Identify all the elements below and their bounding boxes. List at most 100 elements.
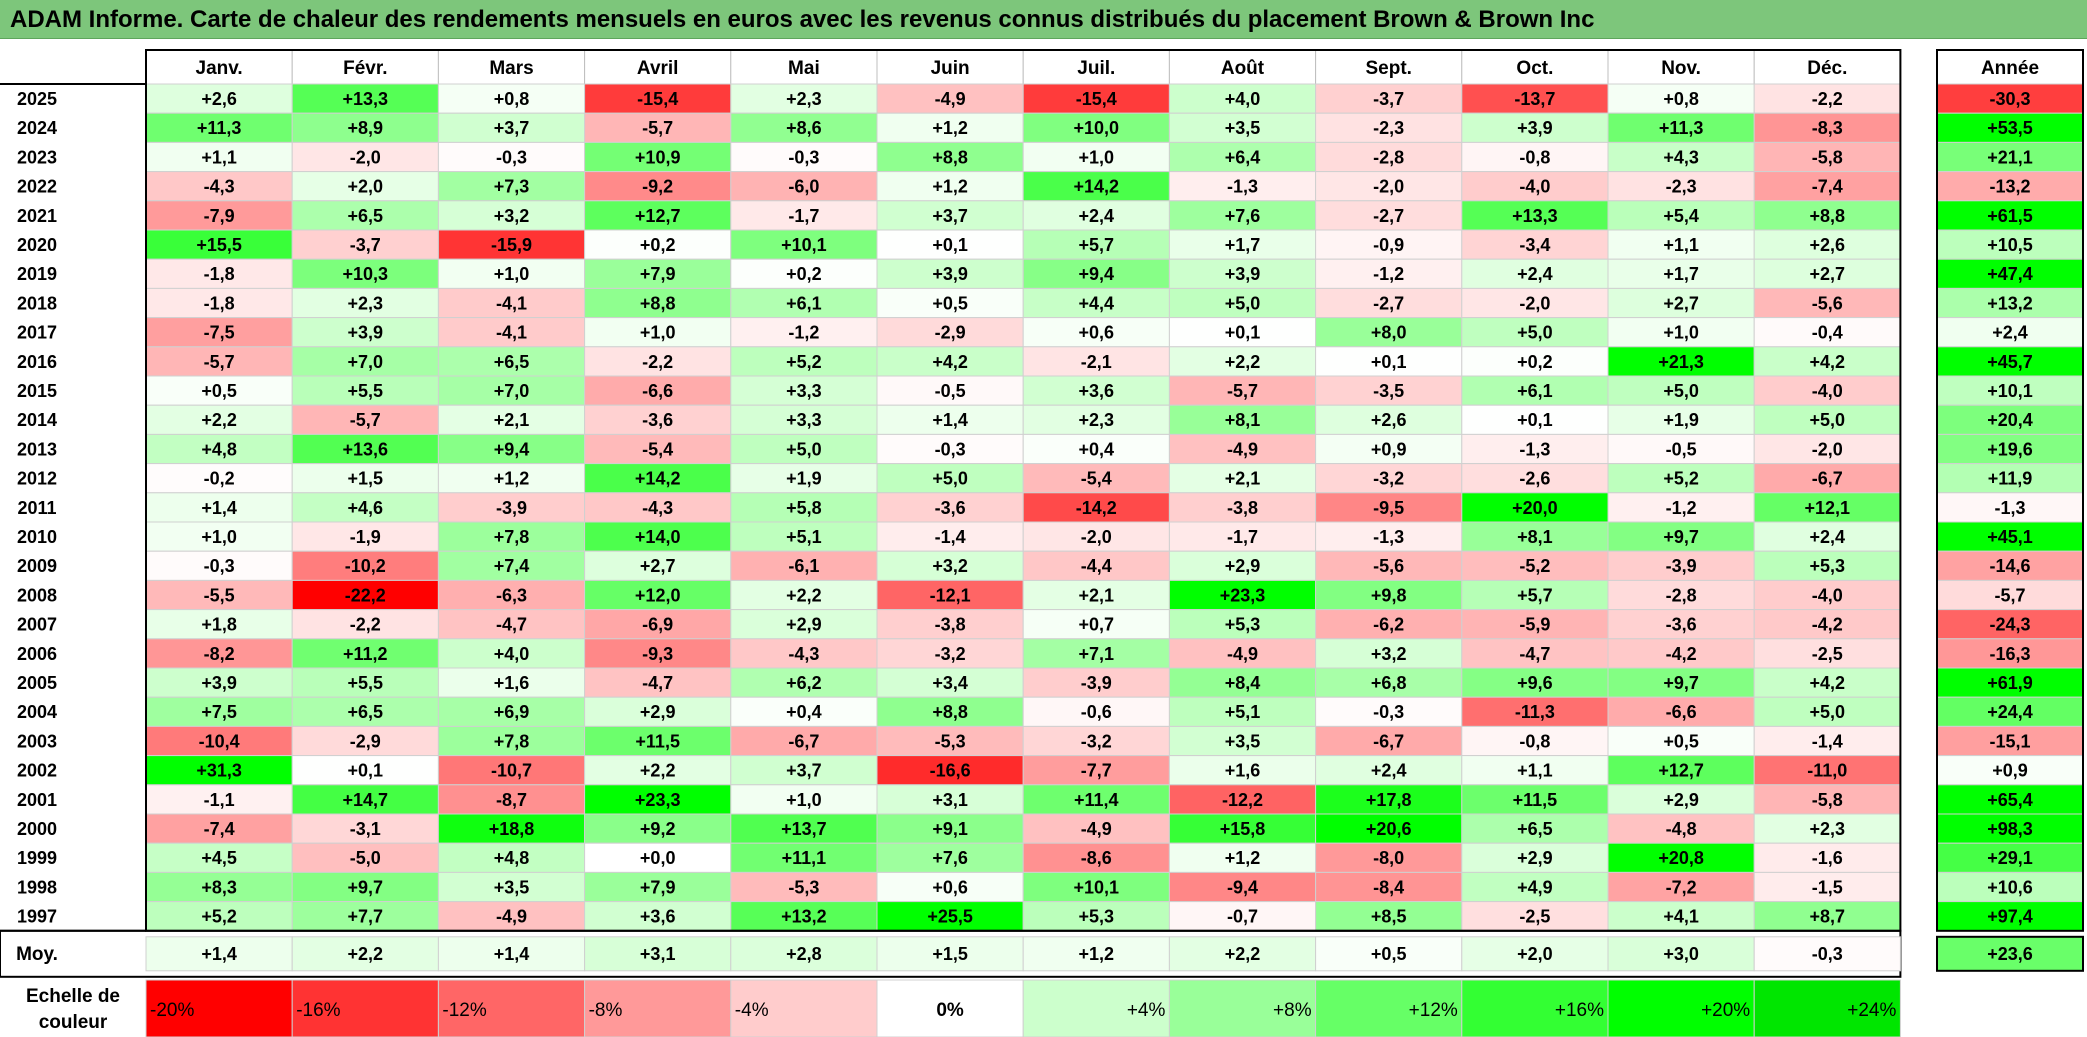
average-annual-value: +23,6 [1987, 944, 2033, 964]
heatmap-cell [437, 433, 586, 465]
heatmap-cell [730, 463, 878, 494]
cell-value: +5,3 [1225, 615, 1261, 635]
heatmap-cell [1168, 725, 1317, 757]
month-header-cell [730, 49, 878, 85]
cell-value: +3,5 [494, 877, 530, 897]
cell-value: +9,7 [348, 877, 384, 897]
cell-value: +9,4 [494, 439, 530, 459]
heatmap-cell [145, 83, 293, 114]
cell-value: +9,6 [1517, 673, 1553, 693]
heatmap-cell [1168, 229, 1317, 260]
heatmap-cell [584, 842, 732, 873]
scale-step-label: +12% [1409, 1000, 1458, 1021]
cell-value: +8,7 [1810, 907, 1846, 927]
cell-value: -15,4 [637, 89, 678, 109]
cell-value: +11,5 [635, 731, 680, 751]
cell-value: +4,1 [1663, 907, 1699, 927]
heatmap-cell [1315, 375, 1463, 406]
cell-value: -22,2 [345, 585, 386, 605]
cell-value: -15,9 [491, 235, 532, 255]
heatmap-cell [1607, 317, 1755, 348]
cell-value: +1,7 [1225, 235, 1261, 255]
heatmap-cell [1607, 755, 1755, 786]
month-header: Août [1221, 58, 1265, 79]
cell-value: -5,0 [350, 848, 381, 868]
heatmap-cell [730, 200, 878, 231]
cell-value: +6,5 [348, 702, 384, 722]
cell-value: +5,7 [1517, 585, 1553, 605]
cell-value: +4,2 [1810, 352, 1846, 372]
cell-value: -1,4 [1812, 731, 1843, 751]
heatmap-cell [1753, 171, 1901, 202]
heatmap-cell [145, 375, 293, 406]
cell-value: +1,0 [1663, 323, 1699, 343]
heatmap-cell [291, 725, 439, 757]
average-annual-cell [1936, 935, 2084, 972]
annual-value: -16,3 [1989, 644, 2030, 664]
annual-header: Année [1981, 58, 2039, 79]
cell-value: +4,6 [348, 498, 384, 518]
cell-value: +2,2 [640, 761, 676, 781]
cell-value: +0,5 [932, 293, 968, 313]
cell-value: +20,6 [1366, 819, 1412, 839]
cell-value: +0,5 [1663, 731, 1699, 751]
scale-label-line1: Echelle de [26, 986, 120, 1007]
heatmap-cell [291, 433, 439, 465]
heatmap-cell [145, 550, 293, 581]
annual-cell [1936, 346, 2084, 377]
heatmap-cell [437, 463, 586, 494]
cell-value: +3,1 [932, 790, 968, 810]
month-header: Janv. [196, 58, 243, 79]
cell-value: -6,6 [1666, 702, 1697, 722]
annual-value: +65,4 [1987, 790, 2033, 810]
cell-value: +9,4 [1079, 264, 1115, 284]
cell-value: +8,8 [640, 293, 676, 313]
annual-cell [1936, 83, 2084, 114]
heatmap-cell [876, 171, 1024, 202]
cell-value: -5,5 [204, 585, 235, 605]
cell-value: +0,2 [1517, 352, 1553, 372]
average-value: +2,2 [348, 944, 384, 964]
average-cell [1753, 936, 1901, 972]
average-value: +3,1 [640, 944, 676, 964]
average-value: +1,4 [494, 944, 530, 964]
cell-value: -4,3 [642, 498, 673, 518]
heatmap-cell [145, 317, 293, 348]
cell-value: -2,8 [1373, 147, 1404, 167]
cell-value: +17,8 [1366, 790, 1412, 810]
cell-value: +1,1 [1517, 761, 1553, 781]
cell-value: +0,5 [201, 381, 237, 401]
scale-swatch [1753, 979, 1901, 1037]
cell-value: +5,1 [1225, 702, 1261, 722]
heatmap-cell [145, 200, 293, 231]
heatmap-cell [1607, 784, 1755, 815]
scale-step-label: +24% [1847, 1000, 1896, 1021]
heatmap-cell [145, 141, 293, 173]
average-value: +0,5 [1371, 944, 1407, 964]
cell-value: -4,2 [1812, 615, 1843, 635]
heatmap-cell [145, 901, 293, 932]
cell-value: +2,7 [1663, 293, 1699, 313]
cell-value: +2,4 [1810, 527, 1846, 547]
cell-value: -2,7 [1373, 206, 1404, 226]
month-header: Oct. [1516, 58, 1553, 79]
heatmap-cell [1168, 696, 1317, 727]
cell-value: +3,3 [786, 381, 822, 401]
cell-value: -4,1 [496, 293, 527, 313]
cell-value: +3,6 [1079, 381, 1115, 401]
month-header-cell [437, 49, 586, 85]
annual-cell [1936, 492, 2084, 523]
heatmap-cell [291, 521, 439, 552]
cell-value: -6,3 [496, 585, 527, 605]
year-label: 2001 [17, 790, 57, 810]
month-header-cell [1607, 49, 1755, 85]
cell-value: +7,9 [640, 877, 676, 897]
annual-cell [1936, 433, 2084, 465]
cell-value: -6,9 [642, 615, 673, 635]
heatmap-cell [291, 200, 439, 231]
heatmap-cell [730, 579, 878, 611]
cell-value: -1,8 [204, 293, 235, 313]
cell-value: -7,9 [204, 206, 235, 226]
cell-value: -5,7 [1227, 381, 1258, 401]
heatmap-cell [291, 901, 439, 932]
